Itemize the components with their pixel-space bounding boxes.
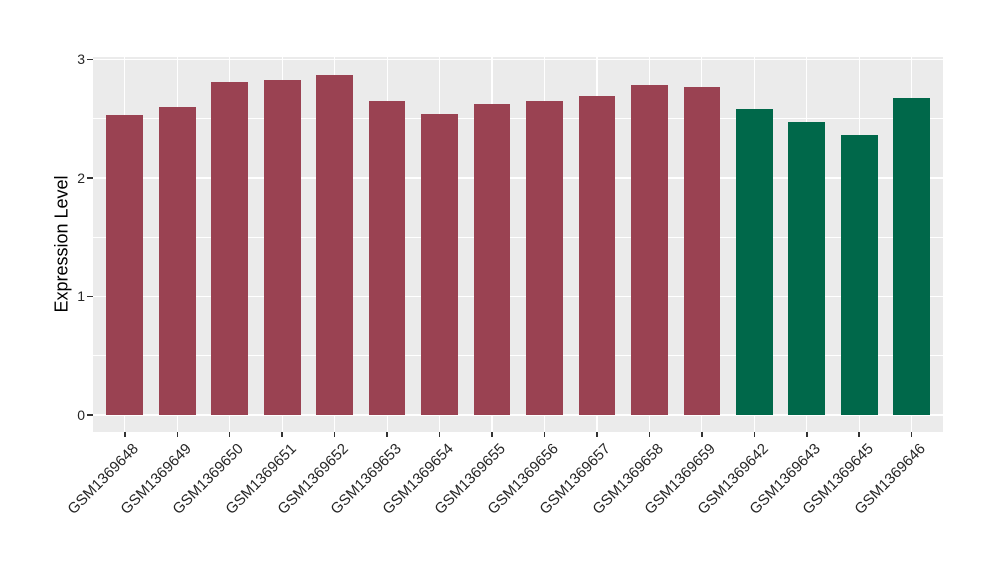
bar-GSM1369649 <box>158 106 196 415</box>
bar-GSM1369650 <box>211 81 249 415</box>
x-tick-GSM1369646 <box>910 432 913 437</box>
y-tick-0 <box>87 414 93 416</box>
bar-GSM1369648 <box>106 115 144 415</box>
gridline-minor-y-1.5 <box>93 236 943 238</box>
y-tick-label-3: 3 <box>77 51 85 68</box>
x-tick-GSM1369649 <box>176 432 178 437</box>
x-tick-GSM1369655 <box>491 432 493 437</box>
gridline-major-y-3 <box>93 58 943 61</box>
x-tick-GSM1369652 <box>333 432 336 437</box>
x-tick-GSM1369643 <box>806 432 808 437</box>
y-tick-label-1: 1 <box>77 288 85 305</box>
x-tick-GSM1369654 <box>438 432 441 437</box>
x-tick-GSM1369659 <box>701 432 703 437</box>
x-tick-GSM1369642 <box>753 432 756 437</box>
bar-GSM1369651 <box>263 79 301 415</box>
y-tick-2 <box>87 177 93 179</box>
x-tick-GSM1369657 <box>596 432 598 437</box>
x-tick-GSM1369650 <box>228 432 231 437</box>
gridline-minor-y-0.5 <box>93 355 943 356</box>
bar-GSM1369653 <box>368 100 406 415</box>
y-tick-label-2: 2 <box>77 169 85 186</box>
bar-GSM1369659 <box>683 86 721 415</box>
bar-GSM1369652 <box>316 74 353 415</box>
bar-GSM1369657 <box>578 96 616 415</box>
bar-GSM1369646 <box>893 98 931 415</box>
bar-GSM1369654 <box>421 113 458 415</box>
y-tick-label-0: 0 <box>77 406 85 423</box>
bar-GSM1369643 <box>788 122 826 415</box>
bar-GSM1369645 <box>840 135 878 415</box>
y-tick-3 <box>87 58 93 61</box>
x-tick-GSM1369651 <box>281 432 283 437</box>
x-tick-GSM1369648 <box>124 432 126 437</box>
plot-panel <box>93 57 943 432</box>
gridline-major-y-1 <box>93 295 943 298</box>
gridline-major-y-2 <box>93 177 943 179</box>
x-tick-GSM1369645 <box>858 432 860 437</box>
gridline-minor-y-2.5 <box>93 118 943 119</box>
x-tick-GSM1369656 <box>543 432 546 437</box>
bar-GSM1369656 <box>526 100 563 415</box>
bar-GSM1369642 <box>735 109 773 415</box>
gridline-major-y-0 <box>93 414 943 416</box>
x-tick-GSM1369658 <box>648 432 651 437</box>
bar-GSM1369655 <box>473 104 511 415</box>
x-tick-GSM1369653 <box>386 432 388 437</box>
bar-GSM1369658 <box>631 85 668 415</box>
y-tick-1 <box>87 295 93 298</box>
